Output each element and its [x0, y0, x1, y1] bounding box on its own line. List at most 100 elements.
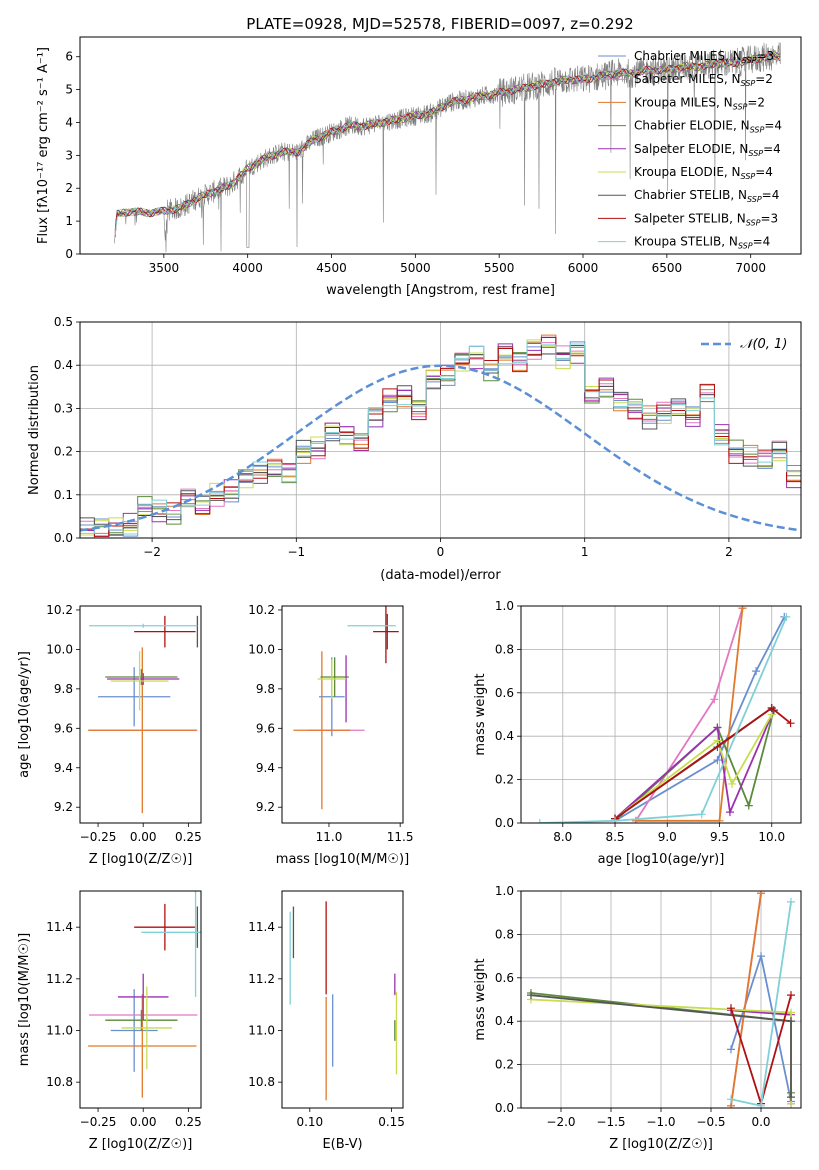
legend-label-7: Salpeter STELIB, NSSP=3	[634, 211, 778, 227]
weight-marker-7	[786, 719, 795, 728]
y-tick-label: 0.4	[495, 729, 514, 743]
y-tick-label: 0.4	[54, 358, 73, 372]
y-tick-label: 0.2	[54, 445, 73, 459]
x-tick-label: 4000	[232, 261, 263, 275]
x-tick-label: −0.25	[80, 830, 117, 844]
y-tick-label: 9.2	[256, 800, 275, 814]
y-tick-label: 10.0	[248, 642, 275, 656]
weight-marker-8	[757, 1101, 765, 1108]
x-tick-label: 10.0	[758, 830, 785, 844]
x-tick-label: 0.00	[130, 830, 157, 844]
weight-line-8	[539, 616, 788, 823]
spectrum-plot-area	[114, 42, 781, 253]
weight-marker-0	[757, 952, 765, 961]
y-tick-label: 1	[65, 214, 73, 228]
weight-marker-8	[787, 897, 795, 906]
weight-marker-0	[752, 667, 761, 676]
x-tick-label: 9.5	[710, 830, 729, 844]
mass-vs-EBV-panel: 0.10 0.15 10.8 11.0 11.2 11.4 E(B-V)	[248, 890, 405, 1152]
legend-label-sub: SSP	[742, 56, 757, 65]
figure-title: PLATE=0928, MJD=52578, FIBERID=0097, z=0…	[246, 15, 633, 33]
y-tick-label: 0.6	[495, 686, 514, 700]
y-tick-label: 0.2	[495, 773, 514, 787]
legend-label-main: Kroupa ELODIE, N	[634, 165, 741, 179]
legend-label-main: Chabrier STELIB, N	[634, 188, 747, 202]
age-vs-mass-panel-plot-area	[293, 606, 399, 810]
x-tick-label: −1	[287, 545, 305, 559]
y-axis-label: age [log10(age/yr)]	[17, 651, 32, 778]
y-tick-label: 9.6	[256, 721, 275, 735]
legend-label-end: =4	[764, 119, 782, 133]
legend-label-5: Kroupa ELODIE, NSSP=4	[634, 165, 773, 181]
x-tick-label: −2	[143, 545, 161, 559]
mass-weight-vs-Z-panel: −2.0 −1.5 −1.0 −0.5 0.0 0.0 0.2 0.4 0.6 0.8 1.0 Z […	[473, 884, 802, 1152]
weight-marker-6	[527, 991, 535, 1000]
y-tick-label: 9.8	[256, 682, 275, 696]
y-tick-label: 0.2	[495, 1058, 514, 1072]
x-tick-label: 0.0	[751, 1115, 770, 1129]
weight-marker-0	[727, 1045, 735, 1054]
x-axis-label: Z [log10(Z/Z☉)]	[89, 1137, 193, 1152]
y-tick-label: 0.4	[495, 1014, 514, 1028]
y-tick-label: 11.2	[46, 972, 73, 986]
weight-marker-2	[757, 891, 765, 898]
y-tick-label: 0.8	[495, 927, 514, 941]
y-tick-label: 11.0	[248, 1024, 275, 1038]
weight-line-4	[614, 709, 775, 820]
x-tick-label: 0	[437, 545, 445, 559]
y-tick-label: 9.6	[54, 721, 73, 735]
y-tick-label: 2	[65, 181, 73, 195]
y-tick-label: 10.8	[46, 1075, 73, 1089]
legend-label-end: =3	[756, 49, 774, 63]
legend-label-2: Kroupa MILES, NSSP=2	[634, 95, 765, 111]
y-tick-label: 1.0	[495, 599, 514, 613]
y-tick-label: 0.6	[495, 971, 514, 985]
weight-marker-8	[697, 810, 706, 819]
y-tick-label: 10.2	[248, 603, 275, 617]
legend-label-sub: SSP	[750, 126, 765, 135]
weight-marker-8	[611, 816, 620, 823]
x-tick-label: 11.0	[316, 830, 343, 844]
legend-label-sub: SSP	[733, 102, 748, 111]
legend-label-6: Chabrier STELIB, NSSP=4	[634, 188, 779, 204]
x-tick-label: 11.5	[387, 830, 414, 844]
weight-marker-8	[535, 819, 544, 823]
legend-label-end: =2	[747, 95, 765, 109]
y-tick-label: 4	[65, 115, 73, 129]
y-tick-label: 0.0	[54, 531, 73, 545]
legend-label-3: Chabrier ELODIE, NSSP=4	[634, 119, 782, 135]
legend-label-main: Kroupa STELIB, N	[634, 235, 738, 249]
x-tick-label: 3500	[149, 261, 180, 275]
weight-marker-6	[787, 1093, 795, 1102]
axes-frame	[79, 36, 802, 255]
y-tick-label: 9.4	[256, 761, 275, 775]
y-tick-label: 5	[65, 83, 73, 97]
legend-label-gaussian: 𝒩(0, 1)	[740, 337, 787, 352]
y-tick-label: 0.5	[54, 315, 73, 329]
axes-frame	[520, 605, 802, 824]
mass-vs-Z-panel-plot-area	[88, 891, 201, 1098]
weight-marker-4	[713, 723, 722, 732]
y-tick-label: 9.2	[54, 800, 73, 814]
model-fit-line-8	[114, 52, 781, 235]
weight-marker-3	[744, 801, 753, 810]
weight-marker-4	[725, 808, 734, 817]
legend-label-end: =4	[755, 165, 773, 179]
y-tick-label: 11.4	[248, 920, 275, 934]
axes-frame	[79, 890, 202, 1109]
y-tick-label: 0.0	[495, 816, 514, 830]
x-tick-label: 8.0	[553, 830, 572, 844]
y-tick-label: 6	[65, 50, 73, 64]
histogram-step-8	[80, 341, 801, 535]
x-tick-label: −0.25	[80, 1115, 117, 1129]
mass-weight-vs-Z-panel-plot-area	[527, 891, 795, 1108]
legend-label-sub: SSP	[741, 79, 756, 88]
x-tick-label: 5500	[484, 261, 515, 275]
legend-label-main: Chabrier ELODIE, N	[634, 119, 750, 133]
weight-marker-7	[787, 991, 795, 1000]
y-tick-label: 0.8	[495, 642, 514, 656]
legend-label-main: Chabrier MILES, N	[634, 49, 742, 63]
legend-label-end: =4	[753, 235, 771, 249]
x-tick-label: 2	[725, 545, 733, 559]
